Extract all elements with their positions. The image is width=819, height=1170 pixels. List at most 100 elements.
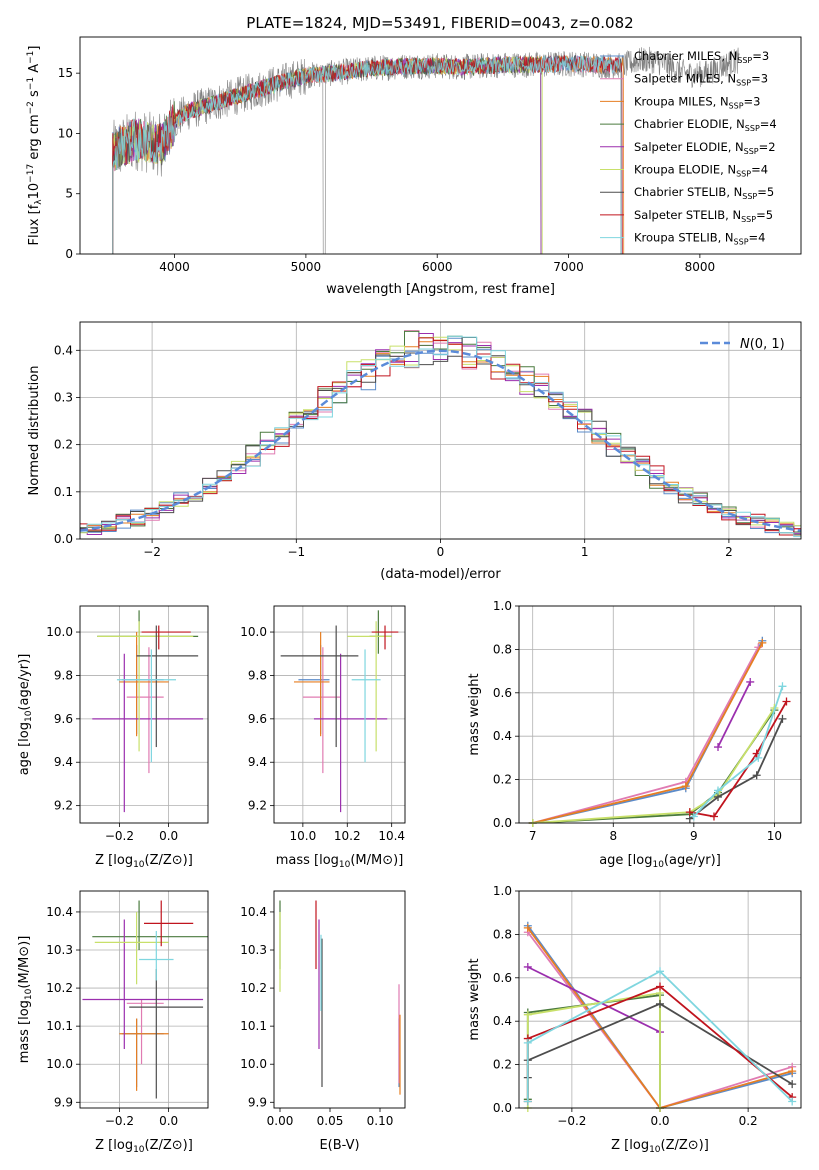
model-spectrum-salpeter-elodie <box>112 56 542 254</box>
weight-marker-kroupa-miles <box>523 923 532 932</box>
x-axis-label: Z [log10(Z/Z⊙)] <box>95 853 193 870</box>
weight-line-salpeter-stelib <box>689 701 788 818</box>
model-spectrum-chabrier-elodie <box>112 56 542 254</box>
model-spectrum-kroupa-elodie <box>112 56 543 254</box>
x-tick-label: 10.0 <box>290 829 317 843</box>
y-tick-label: 10.3 <box>46 943 73 957</box>
figure-title: PLATE=1824, MJD=53491, FIBERID=0043, z=0… <box>246 14 633 32</box>
x-axis-label: age [log10(age/yr)] <box>599 853 721 870</box>
x-axis-label: Z [log10(Z/Z⊙)] <box>95 1138 193 1155</box>
legend-entry-salpeter-elodie: Salpeter ELODIE, NSSP=2 <box>634 140 776 156</box>
x-tick-label: 10.4 <box>378 829 405 843</box>
legend-entry-chabrier-miles: Chabrier MILES, NSSP=3 <box>634 49 769 65</box>
y-tick-label: 0.4 <box>493 729 512 743</box>
x-tick-label: 1 <box>581 545 589 559</box>
y-tick-label: 9.2 <box>54 799 73 813</box>
y-tick-label: 10.0 <box>240 1057 267 1071</box>
x-tick-label: 7 <box>529 829 537 843</box>
y-tick-label: 10.2 <box>46 981 73 995</box>
x-axis-label: mass [log10(M/M⊙)] <box>276 853 404 870</box>
y-tick-label: 0.3 <box>54 390 73 404</box>
weight-marker-kroupa-stelib <box>788 1097 797 1106</box>
model-spectrum-chabrier-miles <box>112 54 622 254</box>
axes-frame-weight_vs_age <box>518 605 802 824</box>
weight-marker-salpeter-stelib <box>656 982 664 991</box>
y-tick-label: 9.9 <box>248 1095 267 1109</box>
legend-entry-chabrier-elodie: Chabrier ELODIE, NSSP=4 <box>634 117 777 133</box>
weight-marker-kroupa-miles <box>788 1067 797 1076</box>
axes-frame-mass_vs_Z <box>79 890 209 1109</box>
gaussian-curve <box>79 349 802 532</box>
x-tick-label: −2 <box>143 545 161 559</box>
axes-frame-mass_vs_EBV <box>273 890 406 1109</box>
y-tick-label: 0.0 <box>54 532 73 546</box>
x-axis-label: Z [log10(Z/Z⊙)] <box>611 1138 709 1155</box>
y-tick-label: 0.1 <box>54 485 73 499</box>
x-tick-label: 0.00 <box>267 1114 294 1128</box>
weight-marker-salpeter-elodie <box>523 962 532 971</box>
histogram-kroupa-elodie <box>80 336 801 534</box>
x-tick-label: 0 <box>437 545 445 559</box>
weight-marker-kroupa-stelib <box>778 682 787 691</box>
weight-marker-salpeter-stelib <box>782 697 791 706</box>
x-tick-label: 0.0 <box>159 829 178 843</box>
x-tick-label: 8000 <box>685 260 716 274</box>
x-tick-label: 10 <box>767 829 782 843</box>
axes-frame-age_vs_Z <box>79 605 209 824</box>
legend-entry-kroupa-elodie: Kroupa ELODIE, NSSP=4 <box>634 163 768 179</box>
y-tick-label: 0.4 <box>54 343 73 357</box>
weight-marker-kroupa-stelib <box>754 753 763 762</box>
weight-line-kroupa-stelib <box>693 686 784 818</box>
y-tick-label: 10.0 <box>46 1057 73 1071</box>
legend-entry-chabrier-stelib: Chabrier STELIB, NSSP=5 <box>634 185 774 201</box>
weight-marker-kroupa-stelib <box>689 812 698 821</box>
weight-marker-kroupa-stelib <box>523 1038 532 1047</box>
weight-line-chabrier-elodie <box>532 709 776 823</box>
axes-frame-spectrum <box>79 36 802 255</box>
x-tick-label: 10.2 <box>334 829 361 843</box>
y-axis-label: mass weight <box>467 958 482 1040</box>
y-tick-label: 10.1 <box>46 1019 73 1033</box>
x-axis-label: wavelength [Angstrom, rest frame] <box>326 282 555 297</box>
weight-marker-kroupa-stelib <box>656 967 664 976</box>
x-tick-label: 0.05 <box>317 1114 344 1128</box>
weight-line-salpeter-miles <box>527 931 793 1108</box>
weight-marker-kroupa-stelib <box>714 786 723 795</box>
y-axis-label: Normed distribution <box>27 366 42 496</box>
weight-marker-salpeter-stelib <box>685 808 694 817</box>
x-tick-label: −0.2 <box>557 1114 586 1128</box>
y-axis-label: mass weight <box>467 673 482 755</box>
y-tick-label: 0.8 <box>493 642 512 656</box>
x-tick-label: 7000 <box>553 260 584 274</box>
model-spectrum-kroupa-miles <box>112 55 625 254</box>
x-tick-label: 9 <box>690 829 698 843</box>
axes-spectrum: 4000 5000 6000 7000 8000 0 5 10 15 <box>58 46 740 274</box>
y-tick-label: 10.4 <box>240 905 267 919</box>
y-tick-label: 10.1 <box>240 1019 267 1033</box>
axes-age_vs_Z: −0.2 0.0 9.2 9.4 9.6 9.8 10.0 <box>46 606 208 843</box>
weight-marker-kroupa-stelib <box>523 1097 532 1106</box>
y-axis-label: Flux [fλ10−17 erg cm−2 s−1 A−1] <box>26 46 44 246</box>
y-tick-label: 10.0 <box>240 625 267 639</box>
y-tick-label: 0.0 <box>493 1101 512 1115</box>
axes-residuals: −2 −1 0 1 2 0.0 0.1 0.2 0.3 0.4 <box>54 322 802 559</box>
x-tick-label: 0.2 <box>739 1114 758 1128</box>
weight-marker-salpeter-stelib <box>709 812 718 821</box>
x-tick-label: −0.2 <box>105 829 134 843</box>
y-tick-label: 9.6 <box>248 712 267 726</box>
x-tick-label: 2 <box>725 545 733 559</box>
axes-mass_vs_Z: −0.2 0.0 9.9 10.0 10.1 10.2 10.3 10.4 <box>46 891 208 1128</box>
weight-marker-kroupa-miles <box>758 638 767 647</box>
weight-line-chabrier-stelib <box>689 718 784 820</box>
weight-marker-chabrier-stelib <box>752 771 761 780</box>
y-tick-label: 9.8 <box>248 668 267 682</box>
weight-line-kroupa-stelib <box>526 970 793 1103</box>
y-tick-label: 5 <box>65 187 73 201</box>
y-tick-label: 15 <box>58 66 73 80</box>
axes-weight_vs_Z: −0.2 0.0 0.2 0.0 0.2 0.4 0.6 0.8 1.0 <box>493 884 801 1128</box>
y-tick-label: 10.2 <box>240 981 267 995</box>
y-tick-label: 1.0 <box>493 599 512 613</box>
y-tick-label: 0.0 <box>493 816 512 830</box>
y-tick-label: 0.6 <box>493 971 512 985</box>
